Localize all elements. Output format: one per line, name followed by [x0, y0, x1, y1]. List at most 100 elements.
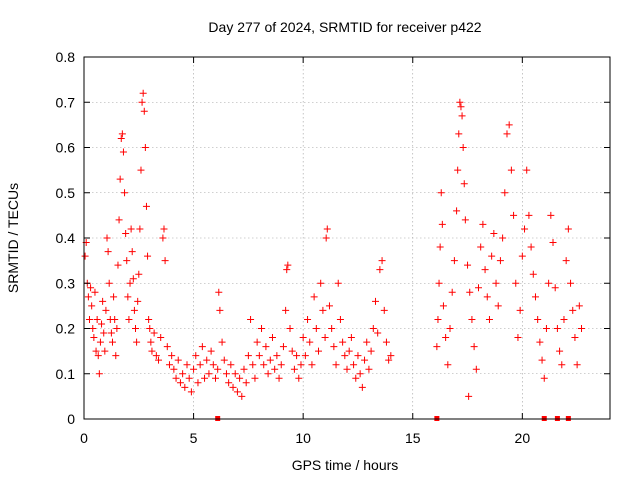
data-point	[468, 315, 476, 323]
data-point	[266, 356, 274, 364]
data-point	[299, 334, 307, 342]
data-point	[308, 361, 316, 369]
data-point	[227, 361, 235, 369]
data-point	[183, 361, 191, 369]
data-point	[516, 306, 524, 314]
data-point	[185, 374, 193, 382]
data-point	[115, 216, 123, 224]
data-point	[494, 302, 502, 310]
data-point	[111, 315, 119, 323]
data-point	[458, 112, 466, 120]
data-point	[273, 352, 281, 360]
data-point	[100, 329, 108, 337]
data-point	[145, 315, 153, 323]
data-point	[304, 315, 312, 323]
data-point	[456, 98, 464, 106]
data-point	[288, 347, 296, 355]
data-point	[103, 234, 111, 242]
data-point	[575, 302, 583, 310]
x-tick-label: 10	[295, 430, 311, 446]
data-point	[160, 225, 168, 233]
data-point	[123, 257, 131, 265]
data-point	[179, 370, 187, 378]
data-point	[485, 315, 493, 323]
data-point	[194, 379, 202, 387]
data-point	[295, 374, 303, 382]
data-point	[317, 279, 325, 287]
data-point	[128, 248, 136, 256]
data-point	[137, 166, 145, 174]
data-point	[435, 279, 443, 287]
data-point	[148, 347, 156, 355]
data-point	[549, 239, 557, 247]
data-point	[215, 288, 223, 296]
data-point	[107, 329, 115, 337]
data-point	[560, 315, 568, 323]
data-point	[255, 352, 263, 360]
data-point	[225, 379, 233, 387]
data-point	[133, 338, 141, 346]
data-point	[275, 374, 283, 382]
data-point	[551, 284, 559, 292]
data-point	[315, 347, 323, 355]
axis-tick-labels: 0 0.1 0.2 0.3 0.4 0.5 0.6 0.7 0.8 0 5 10 15 20	[56, 49, 531, 446]
data-point	[523, 166, 531, 174]
data-point	[369, 325, 377, 332]
y-tick-label: 0.4	[56, 230, 76, 246]
data-point	[446, 325, 454, 332]
x-axis-title: GPS time / hours	[292, 457, 399, 473]
data-point	[382, 338, 390, 346]
data-point	[536, 338, 544, 346]
data-point	[556, 347, 564, 355]
y-tick-label: 0	[67, 411, 75, 427]
data-point	[527, 243, 535, 251]
data-point	[192, 352, 200, 360]
x-tick-label: 15	[405, 430, 421, 446]
data-point	[286, 325, 294, 332]
data-point	[238, 392, 246, 400]
data-point	[334, 279, 342, 287]
y-tick-label: 0.6	[56, 140, 76, 156]
data-point	[470, 343, 478, 351]
data-point	[350, 361, 358, 369]
data-point	[99, 297, 107, 305]
data-point	[507, 166, 515, 174]
data-point	[542, 325, 550, 332]
data-point	[209, 361, 217, 369]
data-point	[117, 134, 125, 142]
data-point	[434, 315, 442, 323]
data-point	[96, 338, 104, 346]
data-point	[354, 352, 362, 360]
data-point	[457, 103, 465, 111]
data-point	[90, 334, 98, 342]
data-point	[514, 334, 522, 342]
data-point	[136, 225, 144, 233]
data-point	[264, 370, 272, 378]
data-point	[283, 266, 291, 274]
data-point	[521, 225, 529, 233]
data-point	[168, 352, 176, 360]
data-point	[88, 302, 96, 310]
data-point	[262, 343, 270, 351]
data-point	[118, 130, 126, 138]
data-point	[352, 374, 360, 382]
data-point	[174, 356, 182, 364]
data-point	[244, 352, 252, 360]
x-tick-label: 5	[190, 430, 198, 446]
data-point	[310, 293, 318, 301]
data-point	[571, 334, 579, 342]
data-point	[312, 325, 320, 332]
data-point	[134, 297, 142, 305]
data-point	[126, 279, 134, 287]
data-point	[439, 302, 447, 310]
data-point	[114, 261, 122, 269]
data-point	[356, 370, 364, 378]
data-point	[461, 216, 469, 224]
data-point	[284, 261, 292, 269]
data-point	[378, 257, 386, 265]
data-point	[450, 257, 458, 265]
data-points	[81, 89, 586, 400]
data-point	[87, 284, 95, 292]
data-point	[240, 365, 248, 373]
